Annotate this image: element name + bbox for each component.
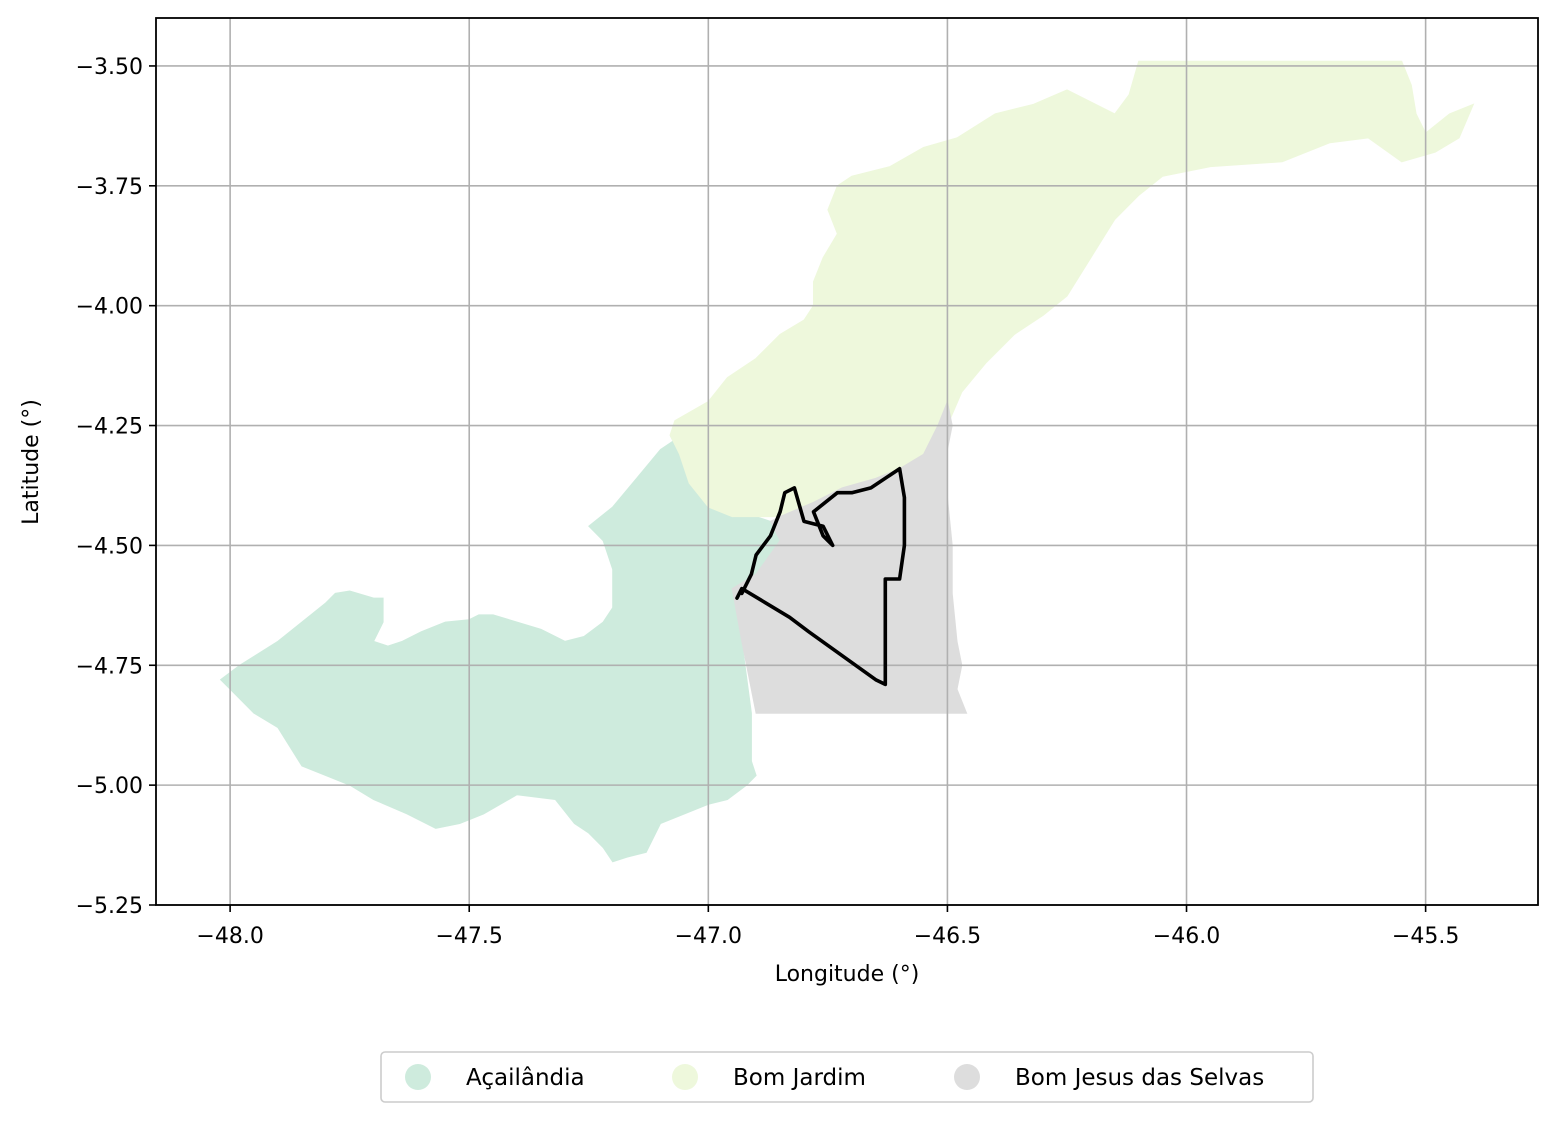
y-tick-label: −5.00 [76,774,143,799]
y-tick-label: −4.00 [76,295,143,320]
legend-marker-bom-jardim [672,1064,698,1090]
y-axis-label: Latitude (°) [19,399,44,525]
x-tick-label: −48.0 [196,924,263,949]
legend-label-bom-jardim: Bom Jardim [733,1065,866,1091]
region-bom-jardim [670,61,1473,516]
x-axis-label: Longitude (°) [775,962,920,987]
y-tick-label: −5.25 [76,894,143,919]
x-tick-label: −47.5 [436,924,503,949]
legend-label-bom-jesus-das-selvas: Bom Jesus das Selvas [1015,1065,1264,1091]
y-tick-label: −4.50 [76,534,143,559]
legend-marker-acailandia [405,1064,431,1090]
x-tick-label: −46.0 [1153,924,1220,949]
y-tick-label: −3.50 [76,55,143,80]
y-tick-label: −3.75 [76,175,143,200]
regions-layer [221,61,1474,862]
legend: Açailândia Bom Jardim Bom Jesus das Selvas [381,1052,1313,1102]
x-tick-label: −46.5 [914,924,981,949]
region-acailandia [221,435,781,862]
y-tick-label: −4.25 [76,415,143,440]
legend-marker-bom-jesus-das-selvas [954,1064,980,1090]
y-tick-label: −4.75 [76,654,143,679]
legend-label-acailandia: Açailândia [466,1065,585,1091]
x-tick-label: −45.5 [1392,924,1459,949]
x-tick-label: −47.0 [675,924,742,949]
